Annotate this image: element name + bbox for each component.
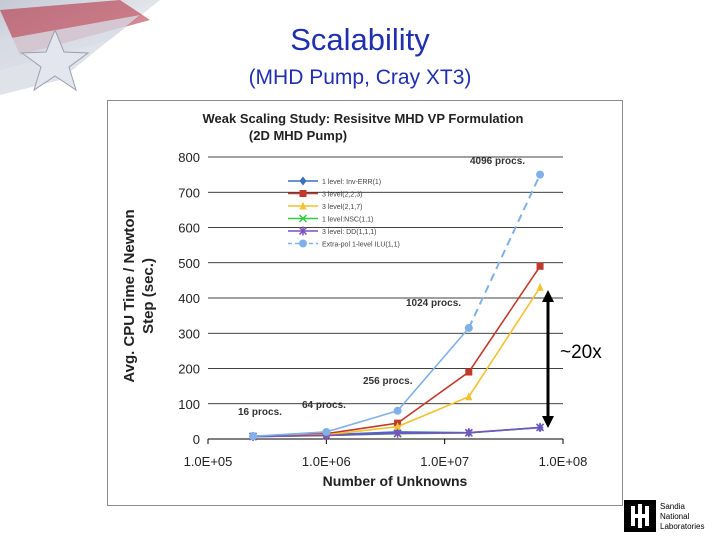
chart-frame: Weak Scaling Study: Resisitve MHD VP For…: [107, 100, 623, 506]
y-tick-label-500: 500: [178, 256, 200, 271]
legend-marker-4: [298, 226, 308, 236]
y-tick-label-0: 0: [193, 432, 200, 447]
arrow-down-icon: [542, 416, 554, 428]
data-point-5-1: [322, 427, 331, 436]
y-tick-label-200: 200: [178, 362, 200, 377]
slide-subtitle: (MHD Pump, Cray XT3): [248, 66, 472, 89]
data-point-5-2: [393, 406, 402, 415]
decorative-star-banner: [0, 0, 160, 95]
data-point-4-4: [536, 422, 545, 432]
legend-marker-3-stroke-2: [298, 214, 308, 223]
proc-annotation-4: 4096 procs.: [470, 156, 525, 167]
y-tick-label-600: 600: [178, 221, 200, 236]
y-tick-label-800: 800: [178, 150, 200, 165]
legend-marker-5: [299, 239, 307, 248]
proc-annotation-0: 16 procs.: [238, 407, 282, 418]
logo-line-1: Sandia: [660, 502, 685, 511]
y-tick-label-700: 700: [178, 185, 200, 200]
data-point-2-4: [536, 282, 544, 291]
y-tick-label-400: 400: [178, 291, 200, 306]
x-axis-label: Number of Unknowns: [323, 473, 468, 489]
data-point-5-4: [536, 170, 545, 179]
sandia-logo: Sandia National Laboratories: [624, 500, 704, 532]
legend-marker-2: [299, 201, 307, 210]
data-point-2-3: [465, 392, 473, 401]
logo-line-2: National: [660, 512, 690, 521]
star-icon: [20, 28, 90, 92]
legend-marker-3: [298, 214, 308, 223]
series-line-extrapolated-5: [467, 174, 541, 329]
data-point-5-3: [464, 323, 473, 332]
legend-marker-1: [299, 190, 307, 197]
proc-annotation-2: 256 procs.: [363, 376, 413, 387]
speedup-label: ~20x: [560, 342, 602, 363]
legend-label-1: 3 level(2,2,3): [322, 192, 362, 199]
arrow-up-icon: [542, 290, 554, 302]
logo-line-3: Laboratories: [660, 522, 704, 531]
legend-label-5: Extra-pol 1-level ILU(1,1): [322, 242, 400, 249]
slide-title: Scalability: [290, 22, 430, 57]
series-line-5: [252, 327, 470, 437]
y-tick-label-300: 300: [178, 326, 200, 341]
chart-title-line-1: Weak Scaling Study: Resisitve MHD VP For…: [203, 111, 524, 126]
data-point-1-3: [465, 368, 473, 376]
weak-scaling-chart: Weak Scaling Study: Resisitve MHD VP For…: [121, 111, 588, 489]
y-axis-label-line-1: Avg. CPU Time / Newton: [121, 209, 138, 382]
chart-title-line-2: (2D MHD Pump): [249, 128, 347, 143]
y-axis-label-line-2: Step (sec.): [140, 258, 157, 334]
x-tick-label-1: 1.0E+06: [302, 454, 351, 469]
x-tick-label-2: 1.0E+07: [420, 454, 469, 469]
x-tick-label-0: 1.0E+05: [184, 454, 233, 469]
data-point-2-2: [394, 422, 402, 431]
data-point-1-4: [536, 262, 544, 270]
speedup-arrow: [542, 290, 554, 428]
proc-annotation-3: 1024 procs.: [406, 298, 461, 309]
legend-marker-0: [299, 176, 307, 186]
legend-label-0: 1 level: Inv-ERR(1): [322, 179, 381, 186]
series-5: [248, 170, 545, 441]
data-point-5-0: [248, 432, 257, 441]
legend-label-2: 3 level(2,1,7): [322, 204, 362, 211]
y-tick-label-100: 100: [178, 397, 200, 412]
data-point-4-2: [393, 428, 402, 438]
x-tick-label-3: 1.0E+08: [539, 454, 588, 469]
legend-label-4: 3 level: DD(1,1,1): [322, 229, 376, 236]
series-2: [249, 282, 544, 440]
legend-label-3: 1 level:NSC(1,1): [322, 217, 373, 224]
proc-annotation-1: 64 procs.: [302, 400, 346, 411]
data-point-4-3: [464, 428, 473, 438]
